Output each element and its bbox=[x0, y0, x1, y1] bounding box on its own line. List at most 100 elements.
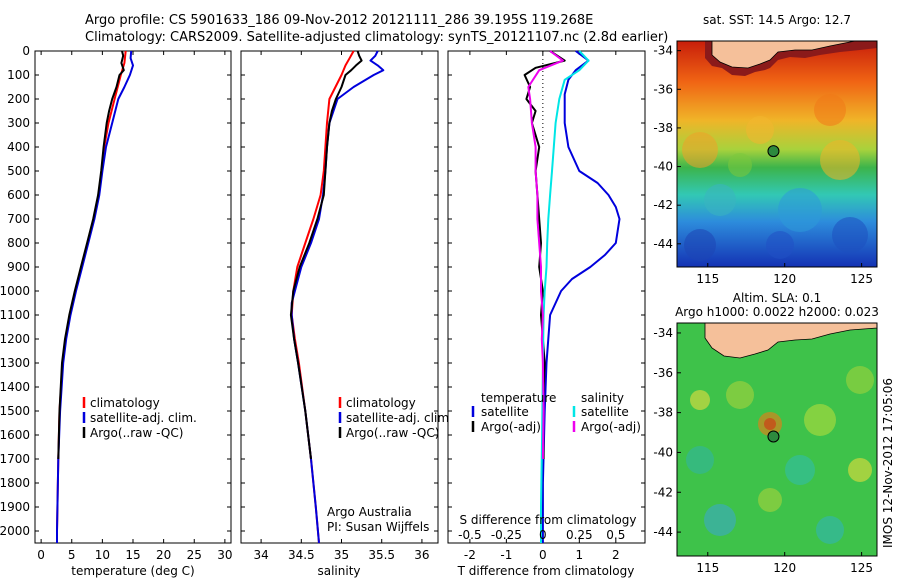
sla-texture bbox=[804, 404, 836, 436]
sst-texture bbox=[814, 94, 846, 126]
sst-texture bbox=[684, 229, 716, 261]
lon-tick-label: 125 bbox=[850, 272, 873, 286]
sst-texture bbox=[766, 231, 794, 259]
depth-tick-label: 600 bbox=[7, 188, 30, 202]
australia-land bbox=[711, 41, 856, 69]
depth-tick-label: 1600 bbox=[0, 428, 30, 442]
lat-tick-label: -38 bbox=[653, 121, 673, 135]
lat-tick-label: -40 bbox=[653, 160, 673, 174]
depth-tick-label: 200 bbox=[7, 92, 30, 106]
depth-tick-label: 1100 bbox=[0, 308, 30, 322]
series-line-t_satellite bbox=[541, 50, 621, 543]
depth-tick-label: 1300 bbox=[0, 356, 30, 370]
lat-tick-label: -40 bbox=[653, 445, 673, 459]
sla-map-frame bbox=[676, 322, 878, 557]
s-difference-label: S difference from climatology bbox=[460, 513, 637, 527]
sla-map-title: Altim. SLA: 0.1 bbox=[733, 291, 821, 305]
series-line-s_argo bbox=[527, 50, 564, 460]
lon-tick-label: 115 bbox=[696, 561, 719, 575]
x-tick-label: -1 bbox=[500, 548, 512, 562]
x-tick-label: 0 bbox=[37, 548, 45, 562]
argo-program-label: Argo Australia bbox=[327, 505, 412, 519]
lon-tick-label: 115 bbox=[696, 272, 719, 286]
s-difference-tick-label: 0.25 bbox=[566, 528, 593, 542]
difference-legend: temperature satellite Argo(-adj) salinit… bbox=[471, 391, 641, 434]
depth-tick-label: 1000 bbox=[0, 284, 30, 298]
lon-tick-label: 125 bbox=[850, 561, 873, 575]
sst-texture bbox=[682, 132, 718, 168]
salinity-legend: climatology satellite-adj. clim. Argo(..… bbox=[338, 396, 453, 440]
sla-texture bbox=[704, 504, 736, 536]
depth-tick-label: 0 bbox=[22, 44, 30, 58]
series-line-argo bbox=[57, 50, 125, 460]
sla-texture bbox=[758, 488, 782, 512]
x-tick-label: 35.5 bbox=[368, 548, 395, 562]
sst-map-frame bbox=[676, 40, 878, 268]
depth-tick-label: 1900 bbox=[0, 500, 30, 514]
series-line-argo bbox=[289, 50, 363, 460]
sla-texture bbox=[846, 366, 874, 394]
depth-tick-label: 300 bbox=[7, 116, 30, 130]
lat-tick-label: -34 bbox=[653, 326, 673, 340]
x-tick-label: 20 bbox=[156, 548, 171, 562]
legend-label-t-argo: Argo(-adj) bbox=[481, 420, 541, 434]
sst-texture bbox=[704, 184, 736, 216]
lat-tick-label: -42 bbox=[653, 198, 673, 212]
salinity-xlabel: salinity bbox=[317, 564, 360, 578]
legend-title-salinity: salinity bbox=[581, 391, 624, 405]
legend-label-satellite: satellite-adj. clim. bbox=[90, 411, 197, 425]
argo-float-marker bbox=[767, 145, 780, 158]
x-tick-label: 36 bbox=[414, 548, 429, 562]
depth-tick-label: 2000 bbox=[0, 524, 30, 538]
depth-tick-label: 400 bbox=[7, 140, 30, 154]
legend-label-argo: Argo(..raw -QC) bbox=[90, 426, 183, 440]
x-tick-label: 2 bbox=[612, 548, 620, 562]
depth-tick-label: 500 bbox=[7, 164, 30, 178]
lat-tick-label: -44 bbox=[653, 525, 673, 539]
x-tick-label: 10 bbox=[95, 548, 110, 562]
t-difference-xlabel: T difference from climatology bbox=[457, 564, 635, 578]
x-tick-label: 15 bbox=[125, 548, 140, 562]
temperature-xlabel: temperature (deg C) bbox=[71, 564, 194, 578]
argo-float-marker bbox=[767, 430, 780, 443]
sla-map: Altim. SLA: 0.1 Argo h1000: 0.0022 h2000… bbox=[653, 291, 895, 575]
sla-texture bbox=[816, 516, 844, 544]
depth-tick-label: 1800 bbox=[0, 476, 30, 490]
x-tick-label: 25 bbox=[187, 548, 202, 562]
salinity-profile-panel: 34 34.5 35 35.5 36 salinity climatology sate… bbox=[240, 50, 453, 578]
temperature-axes-frame bbox=[34, 50, 232, 544]
temperature-legend: climatology satellite-adj. clim. Argo(..… bbox=[82, 396, 197, 440]
depth-tick-label: 1700 bbox=[0, 452, 30, 466]
legend-label-climatology: climatology bbox=[90, 396, 160, 410]
x-tick-label: -2 bbox=[464, 548, 476, 562]
lat-tick-label: -42 bbox=[653, 485, 673, 499]
legend-label-argo: Argo(..raw -QC) bbox=[346, 426, 439, 440]
depth-tick-label: 1500 bbox=[0, 404, 30, 418]
x-tick-label: 30 bbox=[217, 548, 232, 562]
depth-tick-label: 800 bbox=[7, 236, 30, 250]
sla-texture bbox=[726, 381, 754, 409]
imos-timestamp-label: IMOS 12-Nov-2012 17:05:06 bbox=[881, 378, 895, 548]
sst-map: sat. SST: 14.5 Argo: 12.7 115 120 125 -34 -3… bbox=[653, 13, 878, 286]
sla-map-subtitle: Argo h1000: 0.0022 h2000: 0.023 bbox=[675, 305, 879, 319]
lat-tick-label: -34 bbox=[653, 44, 673, 58]
sla-texture bbox=[764, 418, 776, 430]
x-tick-label: 34 bbox=[253, 548, 268, 562]
depth-tick-label: 1200 bbox=[0, 332, 30, 346]
sst-texture bbox=[820, 140, 860, 180]
s-difference-tick-label: 0 bbox=[539, 528, 547, 542]
legend-label-s-satellite: satellite bbox=[581, 405, 629, 419]
sla-texture bbox=[690, 390, 710, 410]
depth-tick-label: 1400 bbox=[0, 380, 30, 394]
lat-tick-label: -36 bbox=[653, 82, 673, 96]
sla-texture bbox=[785, 455, 815, 485]
lon-tick-label: 120 bbox=[773, 272, 796, 286]
difference-panel: -2 -1 0 1 2 T difference from climatology S … bbox=[447, 50, 646, 578]
x-tick-label: 34.5 bbox=[288, 548, 315, 562]
sst-texture bbox=[778, 188, 822, 232]
sst-texture bbox=[728, 153, 752, 177]
difference-axes-frame bbox=[447, 50, 646, 544]
x-tick-label: 0 bbox=[539, 548, 547, 562]
figure-title: Argo profile: CS 5901633_186 09-Nov-2012… bbox=[85, 13, 593, 28]
